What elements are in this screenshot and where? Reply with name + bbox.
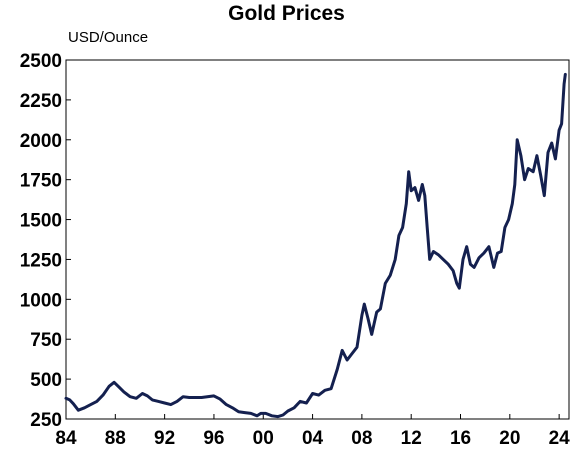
x-tick-label: 08 <box>351 428 372 449</box>
y-tick-label: 750 <box>30 330 62 351</box>
y-tick-label: 1000 <box>20 290 62 311</box>
y-axis-ticks: 250 500 750 1000 1250 1500 1750 2000 2250 2500 <box>20 51 71 431</box>
y-tick-label: 500 <box>30 370 62 391</box>
x-tick-label: 84 <box>55 428 77 449</box>
plot-frame <box>65 59 570 420</box>
x-tick-label: 12 <box>401 428 422 449</box>
x-tick-label: 96 <box>203 428 224 449</box>
y-tick-label: 2000 <box>20 131 62 152</box>
y-tick-label: 250 <box>30 410 62 431</box>
y-axis-unit-label: USD/Ounce <box>68 29 149 46</box>
y-tick-label: 1250 <box>20 250 62 271</box>
y-tick-label: 2250 <box>20 91 62 112</box>
y-tick-label: 1500 <box>20 211 62 232</box>
y-tick-label: 2500 <box>20 51 62 72</box>
x-tick-label: 00 <box>253 428 274 449</box>
x-tick-label: 92 <box>154 428 175 449</box>
chart-title: Gold Prices <box>228 2 345 25</box>
x-axis-ticks: 84 88 92 96 00 04 08 12 16 20 24 <box>55 414 570 449</box>
y-tick-label: 1750 <box>20 171 62 192</box>
x-tick-label: 16 <box>450 428 471 449</box>
x-tick-label: 24 <box>549 428 571 449</box>
x-tick-label: 04 <box>302 428 324 449</box>
x-tick-label: 20 <box>499 428 520 449</box>
gold-price-line <box>64 72 567 419</box>
x-tick-label: 88 <box>105 428 126 449</box>
